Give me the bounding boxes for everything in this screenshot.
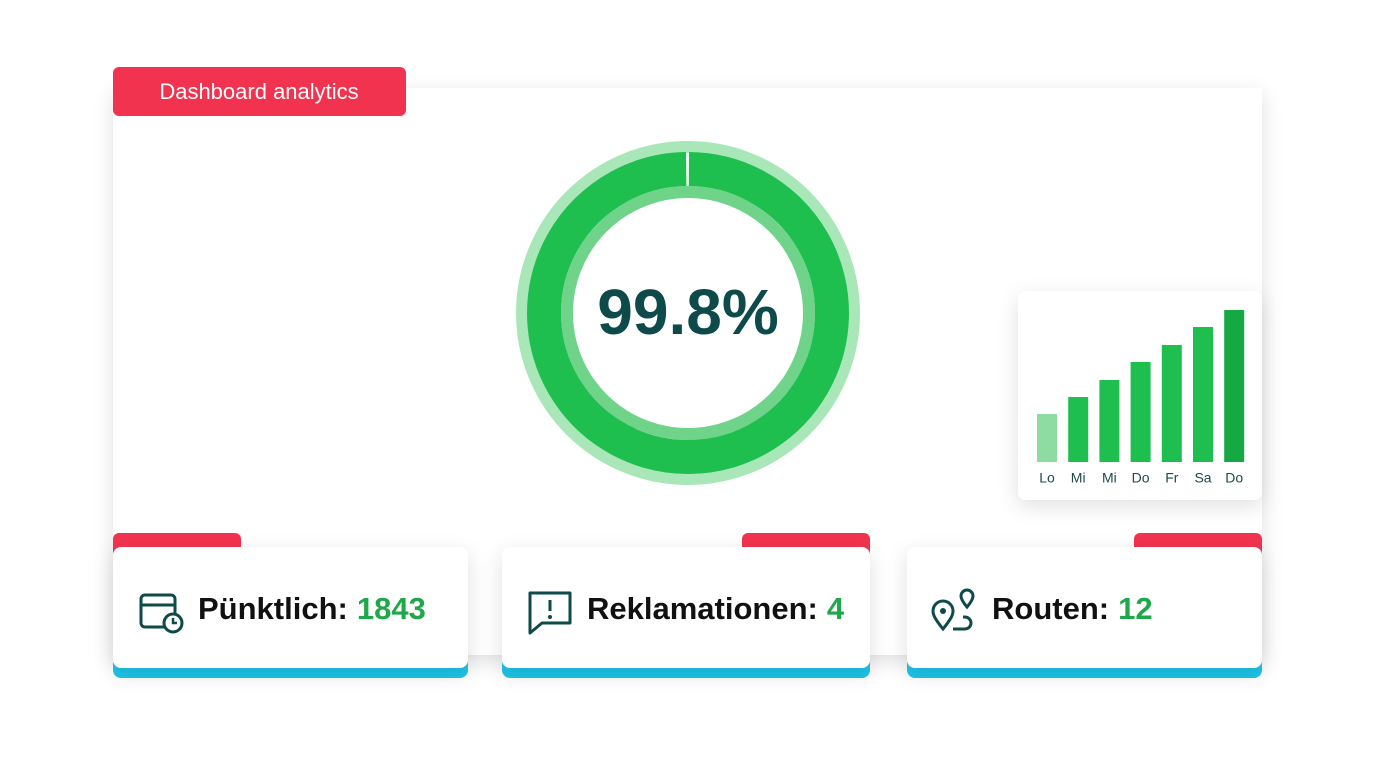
x-tick-label: Mi — [1102, 470, 1117, 486]
card — [113, 547, 468, 668]
donut-arc — [527, 152, 849, 474]
bar — [1130, 362, 1151, 462]
x-tick-label: Lo — [1039, 470, 1055, 486]
x-tick-label: Fr — [1165, 470, 1179, 486]
cards: Pünktlich: 1843 Reklamationen: 4 Routen: 12 — [113, 533, 1262, 678]
card — [907, 547, 1262, 668]
bar — [1193, 327, 1213, 462]
bar — [1099, 380, 1120, 462]
card-text: Routen: 12 — [992, 591, 1153, 626]
card-value: 1843 — [357, 591, 426, 626]
bar — [1037, 414, 1057, 462]
x-tick-label: Mi — [1071, 470, 1086, 486]
card-icon — [528, 591, 572, 635]
title: Dashboard analytics — [159, 79, 358, 104]
card-icon — [931, 588, 975, 632]
donut-outer-ring — [516, 141, 860, 485]
title-tab — [113, 67, 406, 116]
x-tick-label: Do — [1225, 470, 1243, 486]
card-text: Reklamationen: 4 — [587, 591, 845, 626]
bar — [1068, 397, 1089, 462]
donut-label: 99.8% — [597, 276, 778, 348]
card-label: Routen: — [992, 591, 1109, 626]
bar — [1224, 310, 1245, 462]
x-tick-label: Do — [1132, 470, 1150, 486]
card-value: 4 — [827, 591, 845, 626]
card-icon — [139, 593, 184, 634]
card — [502, 547, 870, 668]
donut-inner-ring — [561, 186, 815, 440]
card-label: Reklamationen: — [587, 591, 818, 626]
x-tick-label: Sa — [1194, 470, 1211, 486]
card-label: Pünktlich: — [198, 591, 348, 626]
bar — [1161, 345, 1182, 462]
card-text: Pünktlich: 1843 — [198, 591, 426, 626]
card-value: 12 — [1118, 591, 1152, 626]
